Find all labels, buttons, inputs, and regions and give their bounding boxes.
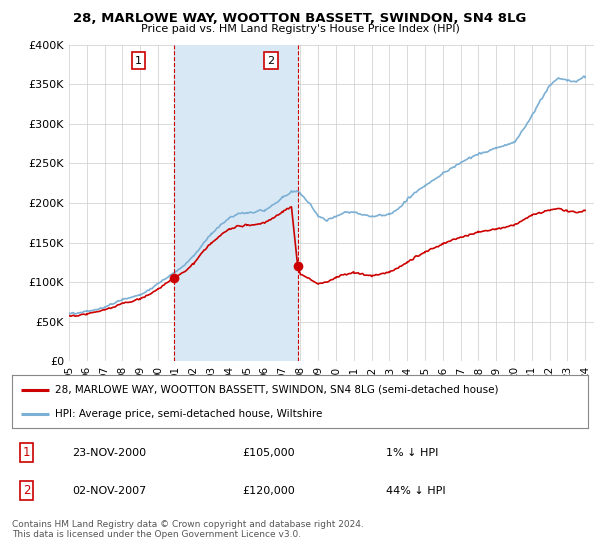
Text: £120,000: £120,000: [242, 486, 295, 496]
Text: 2: 2: [268, 55, 275, 66]
Text: 44% ↓ HPI: 44% ↓ HPI: [386, 486, 446, 496]
Text: Contains HM Land Registry data © Crown copyright and database right 2024.
This d: Contains HM Land Registry data © Crown c…: [12, 520, 364, 539]
Bar: [174, 45, 298, 361]
Text: 1% ↓ HPI: 1% ↓ HPI: [386, 448, 439, 458]
Text: Price paid vs. HM Land Registry's House Price Index (HPI): Price paid vs. HM Land Registry's House …: [140, 24, 460, 34]
Text: 28, MARLOWE WAY, WOOTTON BASSETT, SWINDON, SN4 8LG (semi-detached house): 28, MARLOWE WAY, WOOTTON BASSETT, SWINDO…: [55, 385, 499, 395]
Text: 28, MARLOWE WAY, WOOTTON BASSETT, SWINDON, SN4 8LG: 28, MARLOWE WAY, WOOTTON BASSETT, SWINDO…: [73, 12, 527, 25]
Text: 1: 1: [23, 446, 30, 459]
Text: HPI: Average price, semi-detached house, Wiltshire: HPI: Average price, semi-detached house,…: [55, 409, 323, 419]
Text: 02-NOV-2007: 02-NOV-2007: [73, 486, 147, 496]
Text: 2: 2: [23, 484, 30, 497]
Text: 1: 1: [135, 55, 142, 66]
Text: 23-NOV-2000: 23-NOV-2000: [73, 448, 146, 458]
Text: £105,000: £105,000: [242, 448, 295, 458]
